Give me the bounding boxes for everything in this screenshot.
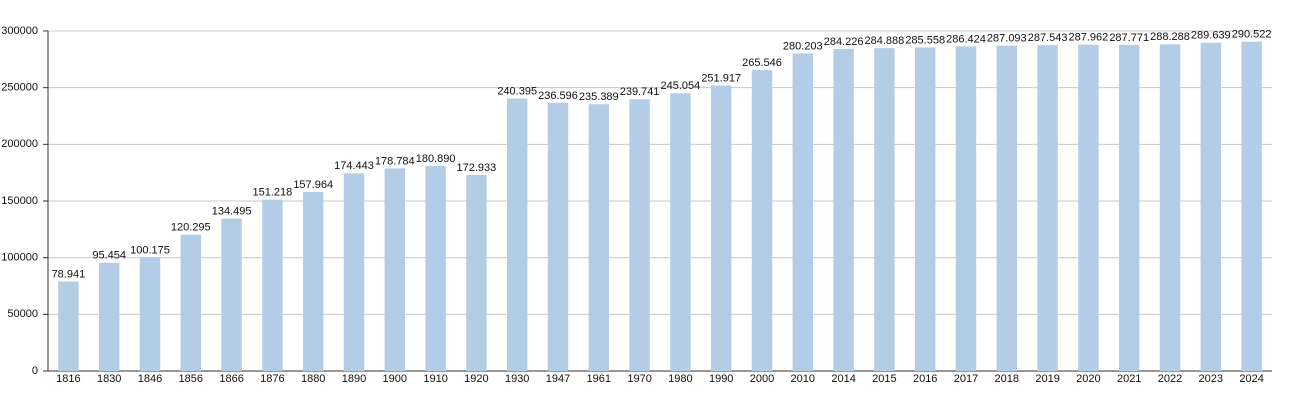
bar [139,257,161,371]
x-tick-label: 1816 [56,373,80,385]
bar [1078,44,1099,371]
x-tick-label: 1947 [546,373,570,385]
x-tick-label: 1866 [219,373,243,385]
bar [466,175,487,371]
value-label: 134.495 [212,205,252,217]
value-label: 287.962 [1069,32,1109,44]
y-tick-label: 100000 [1,252,38,264]
x-tick-label: 1910 [423,373,447,385]
value-label: 287.771 [1109,32,1149,44]
x-tick-label: 2010 [791,373,815,385]
x-tick-label: 2017 [954,373,978,385]
x-tick-label: 2014 [831,373,855,385]
bar [955,46,977,371]
value-label: 172.933 [457,162,497,174]
y-tick-label: 0 [32,365,38,377]
bar [670,93,691,372]
value-label: 286.424 [946,33,986,45]
value-label: 240.395 [497,85,537,97]
value-label: 151.218 [253,187,293,199]
value-label: 280.203 [783,40,823,52]
x-tick-label: 1990 [709,373,733,385]
bar [874,48,895,372]
x-tick-label: 1920 [464,373,488,385]
value-label: 174.443 [334,160,374,172]
bar [751,70,773,372]
value-label: 284.226 [824,36,864,48]
bar [99,262,120,371]
value-label: 251.917 [701,72,741,84]
bar [180,234,201,371]
value-label: 285.558 [905,34,945,46]
value-label: 245.054 [661,80,701,92]
bar [425,165,446,371]
value-label: 239.741 [620,86,660,98]
bar [1241,41,1262,372]
value-label: 288.288 [1150,31,1190,43]
x-tick-label: 1880 [301,373,325,385]
x-tick-label: 1980 [668,373,692,385]
bar [58,281,79,371]
value-label: 78.941 [52,268,86,280]
bar [507,98,528,371]
bar [303,191,324,371]
bar [833,48,854,372]
bar [343,173,365,371]
value-label: 157.964 [293,179,333,191]
x-tick-label: 2020 [1076,373,1100,385]
x-tick-label: 2019 [1035,373,1059,385]
x-tick-label: 2022 [1158,373,1182,385]
bar [588,104,609,371]
x-tick-label: 2023 [1199,373,1223,385]
x-tick-label: 1846 [138,373,162,385]
bar [1119,44,1140,372]
value-label: 284.888 [865,35,905,47]
x-tick-label: 1856 [179,373,203,385]
bar [996,45,1017,372]
bar [384,168,405,371]
value-label: 287.093 [987,33,1027,45]
bar [262,199,283,371]
bar [915,47,936,371]
value-label: 290.522 [1232,29,1272,41]
bar [629,99,650,372]
x-tick-label: 1890 [342,373,366,385]
x-tick-label: 2015 [872,373,896,385]
value-label: 180.890 [416,153,456,165]
x-tick-label: 1961 [587,373,611,385]
bar [792,53,813,372]
y-tick-label: 200000 [1,138,38,150]
y-tick-label: 150000 [1,195,38,207]
value-label: 178.784 [375,155,415,167]
y-tick-label: 250000 [1,82,38,94]
bar [711,85,732,371]
bar [1159,44,1181,372]
value-label: 287.543 [1028,32,1068,44]
x-tick-label: 1970 [627,373,651,385]
value-label: 236.596 [538,90,578,102]
x-tick-label: 1930 [505,373,529,385]
value-label: 265.546 [742,57,782,69]
value-label: 120.295 [171,222,211,234]
y-tick-label: 50000 [7,308,38,320]
x-tick-label: 2021 [1117,373,1141,385]
value-label: 235.389 [579,91,619,103]
x-tick-label: 1876 [260,373,284,385]
x-tick-label: 2016 [913,373,937,385]
bar [221,218,242,371]
value-label: 95.454 [92,250,126,262]
bar [547,102,569,372]
value-label: 100.175 [130,244,170,256]
y-tick-label: 300000 [1,25,38,37]
x-tick-label: 2018 [995,373,1019,385]
x-tick-label: 1900 [383,373,407,385]
x-tick-label: 2024 [1239,373,1263,385]
bar [1037,45,1058,372]
value-label: 289.639 [1191,30,1231,42]
x-tick-label: 1830 [97,373,121,385]
bar [1200,42,1221,372]
x-tick-label: 2000 [750,373,774,385]
